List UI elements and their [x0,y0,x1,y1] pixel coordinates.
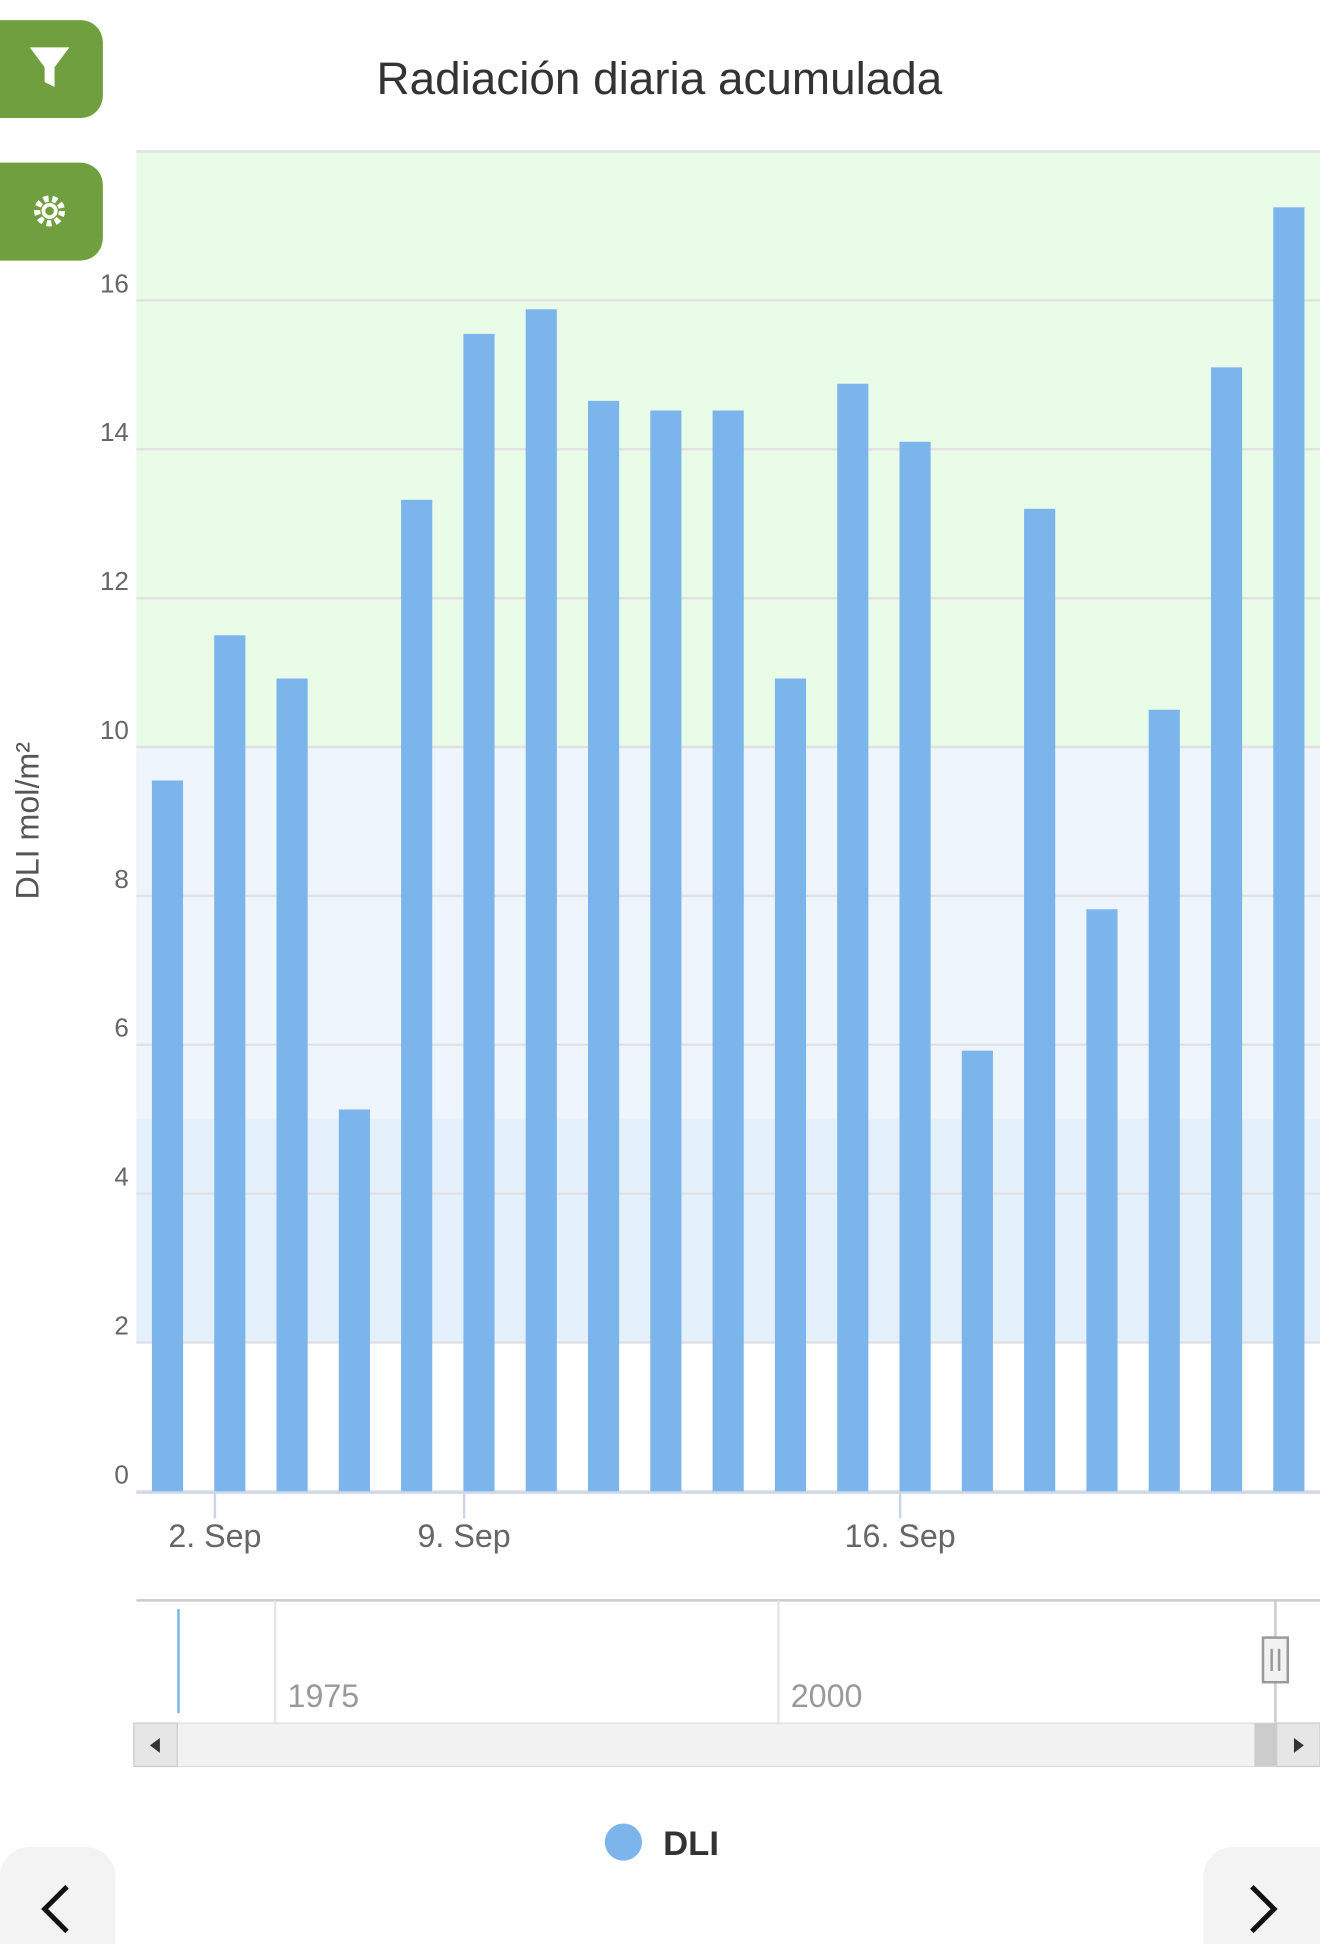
bar [1086,909,1118,1492]
bar [214,635,246,1492]
bar [587,400,620,1492]
gear-icon-center [41,202,58,220]
scrollbar-track [133,1722,1320,1768]
navigator-handle[interactable] [1261,1636,1290,1684]
x-tick-label: 16. Sep [845,1518,956,1554]
bar [712,410,744,1492]
next-arrow [1250,1884,1278,1934]
bar [1273,207,1305,1492]
y-tick-label: 8 [114,864,128,894]
legend-marker[interactable] [604,1823,643,1861]
bar [774,678,807,1492]
scrollbar-left-arrow [149,1737,160,1753]
bar [276,678,308,1492]
y-tick-label: 2 [114,1310,128,1340]
bar [1148,709,1180,1492]
y-tick-label: 12 [100,566,129,596]
settings-button[interactable] [0,162,103,261]
bar [463,333,495,1492]
y-tick-label: 14 [100,417,129,447]
bar [151,780,184,1492]
y-tick-label: 6 [114,1013,128,1043]
scrollbar-right-arrow [1293,1737,1304,1753]
x-tick-label: 2. Sep [168,1518,261,1554]
handle-grip [1270,1648,1281,1672]
bar [1210,367,1243,1492]
bar [338,1109,370,1492]
bar [961,1050,993,1492]
bar [837,383,869,1492]
scrollbar-thumb [1254,1723,1277,1767]
y-tick-label: 16 [100,268,129,298]
prev-arrow [41,1884,69,1934]
filter-icon [29,47,70,88]
navigator-label: 1975 [288,1678,360,1714]
bar [899,441,931,1492]
bar [525,309,557,1492]
x-tick-label: 9. Sep [418,1518,511,1554]
bar [650,410,682,1492]
bar [1024,508,1056,1492]
y-axis-title: DLI mol/m² [9,742,45,900]
y-tick-label: 10 [100,715,129,745]
y-tick-label: 4 [114,1162,128,1192]
y-tick-label: 0 [114,1459,128,1489]
chart-title: Radiación diaria acumulada [377,52,943,104]
navigator-label: 2000 [791,1678,863,1714]
legend-label[interactable]: DLI [663,1825,719,1863]
gear-icon [34,195,66,227]
bar [401,499,433,1492]
